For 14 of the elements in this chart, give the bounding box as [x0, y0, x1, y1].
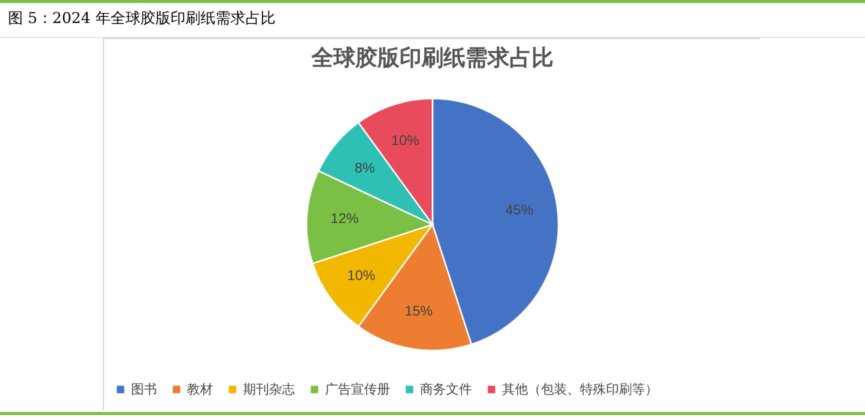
data-label: 8% [354, 159, 375, 176]
data-label: 10% [347, 267, 376, 284]
legend-label: 图书 [131, 382, 157, 397]
legend-label: 商务文件 [420, 382, 472, 397]
legend-label: 教材 [187, 382, 213, 397]
data-label: 12% [330, 210, 359, 226]
data-label: 15% [404, 302, 433, 318]
caption: 图 5：2024 年全球胶版印刷纸需求占比 [8, 9, 276, 27]
legend-label: 其他（包装、特殊印刷等） [502, 382, 658, 397]
data-label: 10% [391, 132, 420, 148]
legend-label: 期刊杂志 [243, 382, 295, 397]
data-label: 45% [505, 202, 534, 218]
legend-label: 广告宣传册 [325, 382, 390, 397]
chart-title: 全球胶版印刷纸需求占比 [310, 45, 554, 71]
